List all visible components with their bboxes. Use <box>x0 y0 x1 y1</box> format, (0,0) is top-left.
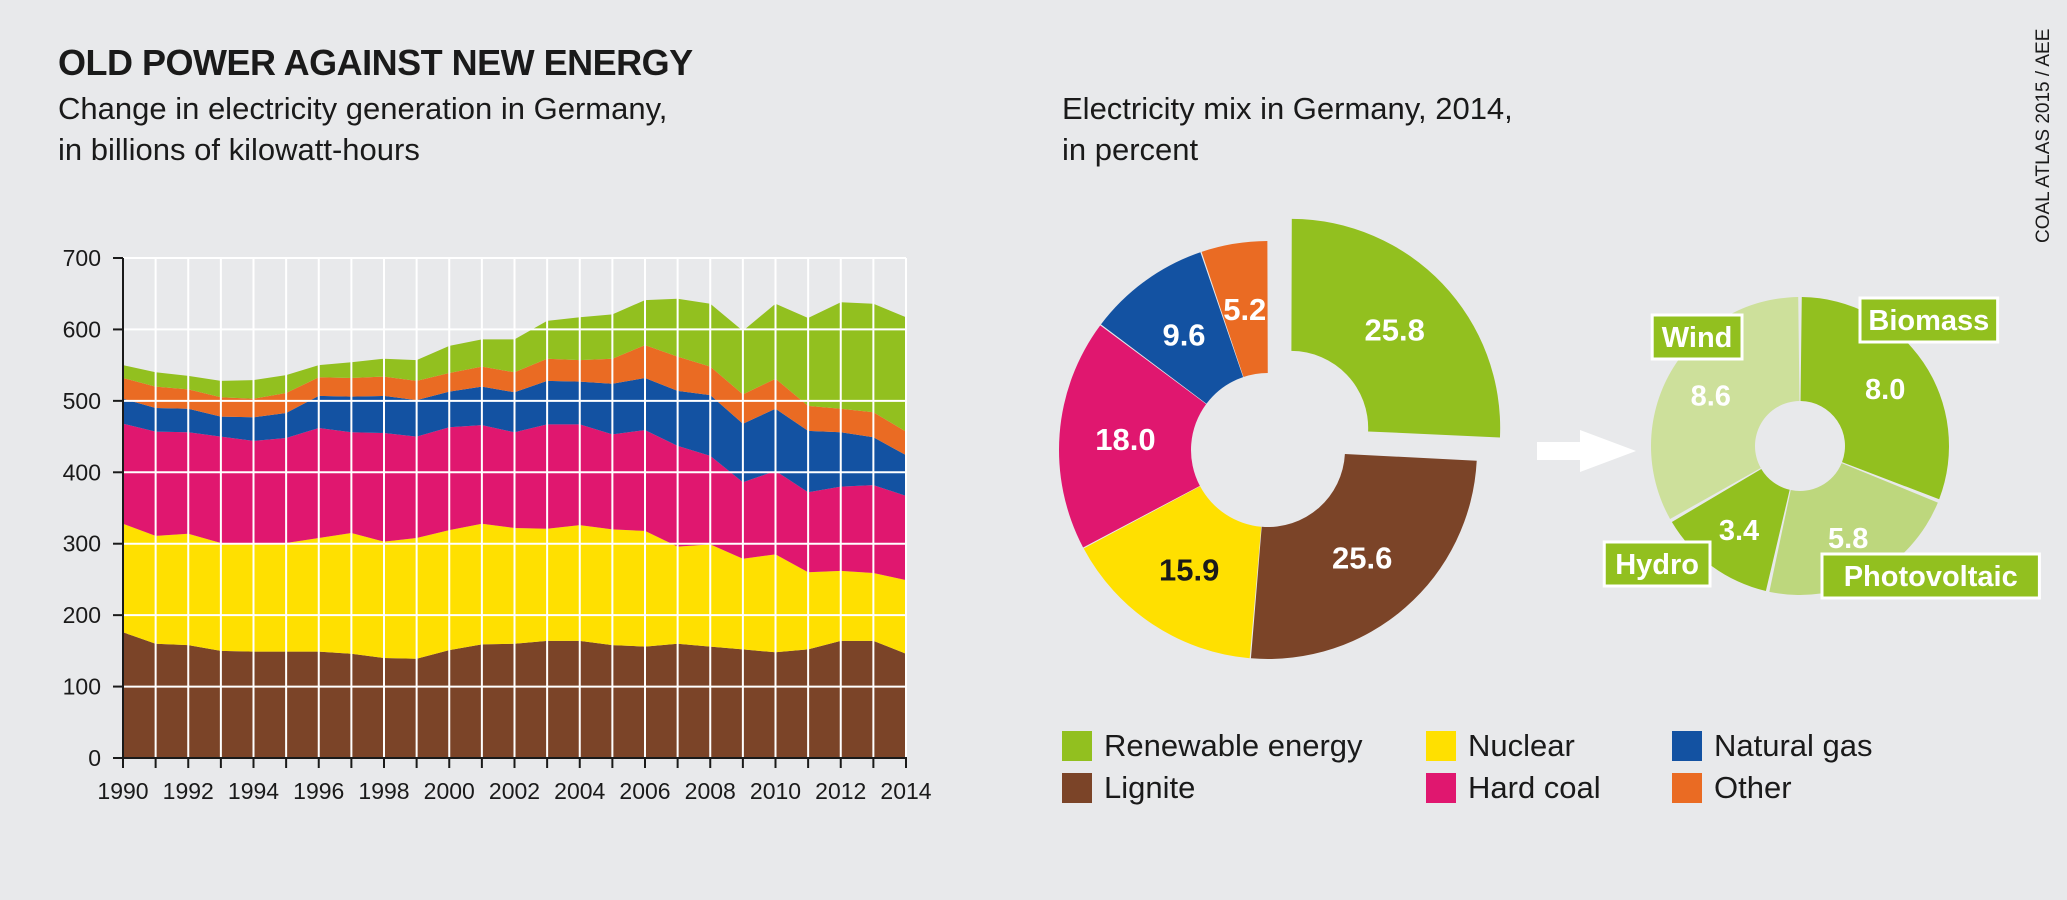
arrow-shape <box>1537 430 1636 472</box>
x-tick-label: 2010 <box>750 778 801 804</box>
x-tick-label: 2004 <box>554 778 605 804</box>
callout-box-hydro <box>1602 540 1712 588</box>
donut-label-photovoltaic: 5.8 <box>1828 523 1868 555</box>
callout-label-biomass: Biomass <box>1868 305 1989 337</box>
arrow-icon <box>1537 430 1636 472</box>
legend-label: Renewable energy <box>1104 728 1363 763</box>
donut-label-wind: 8.6 <box>1691 381 1731 413</box>
legend-label: Hard coal <box>1468 770 1601 805</box>
x-tick-label: 2006 <box>619 778 670 804</box>
y-tick-label: 100 <box>63 674 101 700</box>
legend-item-lignite: Lignite <box>1062 770 1195 806</box>
donut-slice-other <box>1201 241 1268 377</box>
donut-slice-photovoltaic <box>1769 463 1938 595</box>
donut-label-nuclear: 15.9 <box>1159 552 1219 587</box>
legend-item-renewable-energy: Renewable energy <box>1062 728 1363 764</box>
x-tick-label: 2012 <box>815 778 866 804</box>
legend-item-natural-gas: Natural gas <box>1672 728 1873 764</box>
callout-label-wind: Wind <box>1662 322 1733 354</box>
donut-slice-renewable <box>1291 218 1501 438</box>
x-tick-label: 1994 <box>228 778 279 804</box>
x-tick-label: 1990 <box>97 778 148 804</box>
legend-swatch <box>1062 731 1092 761</box>
donut-label-other: 5.2 <box>1223 292 1266 327</box>
stacked-area-chart: 0 100 200 300 400 500 600 700 1990 1992 1994 1996 19… <box>63 245 932 804</box>
left-subtitle-line-1: Change in electricity generation in Germ… <box>58 91 668 126</box>
y-tick-label: 400 <box>63 459 101 485</box>
y-tick-label: 200 <box>63 602 101 628</box>
x-tick-label: 2002 <box>489 778 540 804</box>
donut-label-biomass: 8.0 <box>1865 374 1905 406</box>
legend-label: Lignite <box>1104 770 1196 805</box>
y-tick-label: 700 <box>63 245 101 271</box>
legend-label: Natural gas <box>1714 728 1873 763</box>
donut-label-natural-gas: 9.6 <box>1162 317 1205 352</box>
y-tick-label: 0 <box>88 745 101 771</box>
donut-slice-nuclear <box>1083 486 1262 659</box>
donut-slice-biomass <box>1800 297 1949 500</box>
x-tick-label: 1998 <box>358 778 409 804</box>
page-title: OLD POWER AGAINST NEW ENERGY <box>58 42 693 83</box>
callout-box-photovoltaic <box>1820 552 2041 600</box>
callout-box-wind <box>1650 313 1744 361</box>
right-subtitle-line-1: Electricity mix in Germany, 2014, <box>1062 91 1513 126</box>
x-tick-label: 2000 <box>424 778 475 804</box>
x-tick-label: 1996 <box>293 778 344 804</box>
donut-slice-natural-gas <box>1100 252 1244 404</box>
callout-label-photovoltaic: Photovoltaic <box>1844 561 2018 593</box>
donut-label-hard-coal: 18.0 <box>1095 422 1155 457</box>
y-tick-label: 500 <box>63 388 101 414</box>
x-tick-label: 2008 <box>685 778 736 804</box>
right-chart-subtitle: Electricity mix in Germany, 2014, in per… <box>1062 88 1513 170</box>
callout-box-biomass <box>1858 296 2000 344</box>
x-tick-label: 2014 <box>880 778 931 804</box>
legend-swatch <box>1672 731 1702 761</box>
legend: Renewable energy Lignite Nuclear Hard coal N… <box>1062 728 1962 818</box>
donut-label-renewable: 25.8 <box>1365 312 1425 347</box>
x-tick-label: 1992 <box>163 778 214 804</box>
electricity-mix-donut: 25.8 25.6 15.9 18.0 9.6 5.2 <box>1059 218 1501 659</box>
donut-label-lignite: 25.6 <box>1332 541 1392 576</box>
legend-swatch <box>1426 731 1456 761</box>
legend-item-nuclear: Nuclear <box>1426 728 1575 764</box>
y-tick-label: 600 <box>63 316 101 342</box>
y-tick-label: 300 <box>63 531 101 557</box>
legend-label: Other <box>1714 770 1792 805</box>
left-chart-subtitle: Change in electricity generation in Germ… <box>58 88 667 170</box>
legend-item-hard-coal: Hard coal <box>1426 770 1601 806</box>
left-subtitle-line-2: in billions of kilowatt-hours <box>58 132 420 167</box>
right-subtitle-line-2: in percent <box>1062 132 1199 167</box>
renewable-breakdown-donut: 8.0 Biomass 5.8 Photovoltaic 3.4 Hydro 8.6 Wind <box>1602 296 2041 600</box>
legend-label: Nuclear <box>1468 728 1575 763</box>
legend-swatch <box>1426 773 1456 803</box>
donut-label-hydro: 3.4 <box>1719 515 1759 547</box>
legend-swatch <box>1062 773 1092 803</box>
donut-slice-lignite <box>1250 453 1477 659</box>
legend-item-other: Other <box>1672 770 1792 806</box>
callout-label-hydro: Hydro <box>1615 549 1699 581</box>
legend-swatch <box>1672 773 1702 803</box>
donut-slice-hydro <box>1671 468 1790 592</box>
donut-slice-hard-coal <box>1059 325 1207 548</box>
